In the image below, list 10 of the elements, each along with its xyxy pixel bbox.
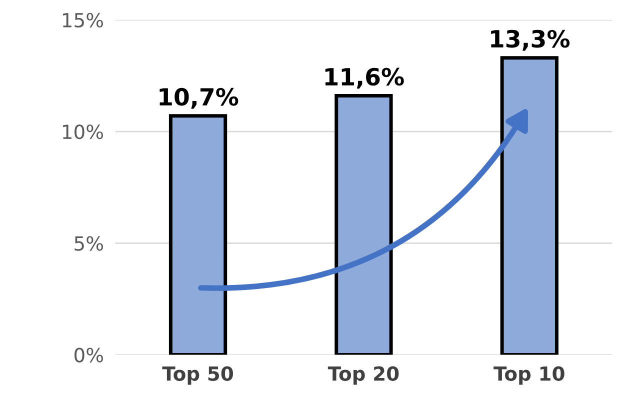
data-label: 11,6% <box>325 68 404 89</box>
data-label: 10,7% <box>160 88 238 109</box>
x-tick-label: Top 10 <box>494 366 564 385</box>
y-tick-label: 15% <box>62 12 103 28</box>
x-tick-label: Top 50 <box>162 366 233 385</box>
y-tick-label: 5% <box>74 236 103 251</box>
y-tick-label: 10% <box>62 124 103 140</box>
y-tick-label: 0% <box>74 348 103 362</box>
data-label: 13,3% <box>491 30 570 51</box>
x-tick-label: Top 20 <box>328 366 399 385</box>
